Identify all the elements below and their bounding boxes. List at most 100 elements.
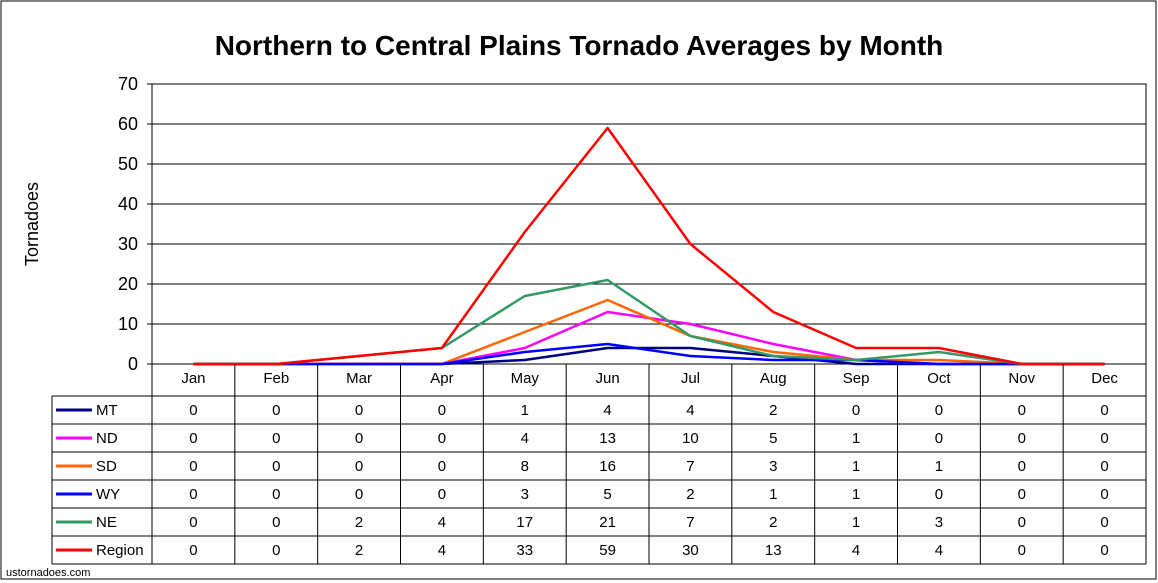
category-label: May [511,370,540,387]
table-cell: 0 [1100,542,1108,559]
table-cell: 8 [521,458,529,475]
series-lines [193,126,1105,366]
series-name: Region [96,542,144,559]
category-label: Sep [843,370,870,387]
table-cell: 0 [272,458,280,475]
y-tick-label: 0 [128,354,138,374]
table-cell: 4 [438,542,446,559]
table-cell: 13 [765,542,782,559]
table-cell: 0 [355,402,363,419]
y-tick-label: 70 [118,74,138,94]
y-axis-label: Tornadoes [22,182,42,266]
category-label: Oct [927,370,951,387]
table-cell: 1 [852,486,860,503]
table-cell: 0 [272,430,280,447]
table-cell: 4 [603,402,611,419]
table-cell: 1 [769,486,777,503]
table-cell: 0 [438,402,446,419]
table-cell: 0 [1100,486,1108,503]
y-tick-label: 60 [118,114,138,134]
category-label: Aug [760,370,787,387]
chart-title: Northern to Central Plains Tornado Avera… [215,30,944,61]
category-label: Nov [1008,370,1035,387]
table-cell: 0 [438,486,446,503]
series-name: ND [96,430,118,447]
table-cell: 3 [935,514,943,531]
y-tick-label: 20 [118,274,138,294]
table-cell: 4 [521,430,529,447]
table-cell: 0 [1018,514,1026,531]
series-name: WY [96,486,120,503]
table-cell: 1 [852,514,860,531]
table-cell: 0 [355,458,363,475]
series-line-region [193,126,1105,366]
table-cell: 0 [272,486,280,503]
y-tick-label: 40 [118,194,138,214]
table-cell: 0 [935,402,943,419]
category-label: Mar [346,370,372,387]
table-cell: 30 [682,542,699,559]
table-cell: 7 [686,514,694,531]
table-cell: 0 [189,430,197,447]
series-name: MT [96,402,118,419]
category-label: Jul [681,370,700,387]
table-cell: 0 [272,402,280,419]
table-cell: 21 [599,514,616,531]
category-label: Dec [1091,370,1118,387]
table-cell: 4 [686,402,694,419]
table-cell: 0 [1100,458,1108,475]
series-line-wy [193,342,1105,366]
table-cell: 17 [516,514,533,531]
data-table: Jan Feb Mar Apr May Jun Jul Aug Sep Oct Nov Dec MT 0 0… [51,364,1147,565]
table-cell: 0 [272,542,280,559]
y-tick-label: 10 [118,314,138,334]
gridlines [152,83,1146,365]
category-label: Feb [263,370,289,387]
table-cell: 10 [682,430,699,447]
table-cell: 0 [189,458,197,475]
category-label: Apr [430,370,453,387]
table-cell: 0 [1018,458,1026,475]
table-cell: 13 [599,430,616,447]
category-label: Jan [181,370,205,387]
table-cell: 1 [935,458,943,475]
table-cell: 16 [599,458,616,475]
table-cell: 2 [686,486,694,503]
table-cell: 1 [852,458,860,475]
table-cell: 0 [1100,402,1108,419]
table-cell: 3 [521,486,529,503]
table-cell: 0 [1018,486,1026,503]
table-cell: 0 [1018,402,1026,419]
table-cell: 0 [935,430,943,447]
table-cell: 0 [1018,430,1026,447]
table-cell: 2 [769,402,777,419]
table-cell: 33 [516,542,533,559]
table-cell: 4 [935,542,943,559]
series-name: NE [96,514,117,531]
table-cell: 0 [1100,514,1108,531]
y-tick-label: 50 [118,154,138,174]
table-cell: 5 [603,486,611,503]
source-credit: ustornadoes.com [6,567,90,579]
table-cell: 0 [355,486,363,503]
series-name: SD [96,458,117,475]
table-cell: 0 [272,514,280,531]
table-cell: 7 [686,458,694,475]
table-cell: 1 [852,430,860,447]
y-tick-labels: 0 10 20 30 40 50 60 70 [118,74,152,374]
table-cell: 4 [438,514,446,531]
table-cell: 2 [355,542,363,559]
table-cell: 0 [438,458,446,475]
table-cell: 2 [355,514,363,531]
table-cell: 3 [769,458,777,475]
table-cell: 0 [189,542,197,559]
table-cell: 0 [935,486,943,503]
table-cell: 0 [189,514,197,531]
table-cell: 59 [599,542,616,559]
table-cell: 0 [852,402,860,419]
table-cell: 0 [355,430,363,447]
table-cell: 0 [1018,542,1026,559]
category-label: Jun [595,370,619,387]
